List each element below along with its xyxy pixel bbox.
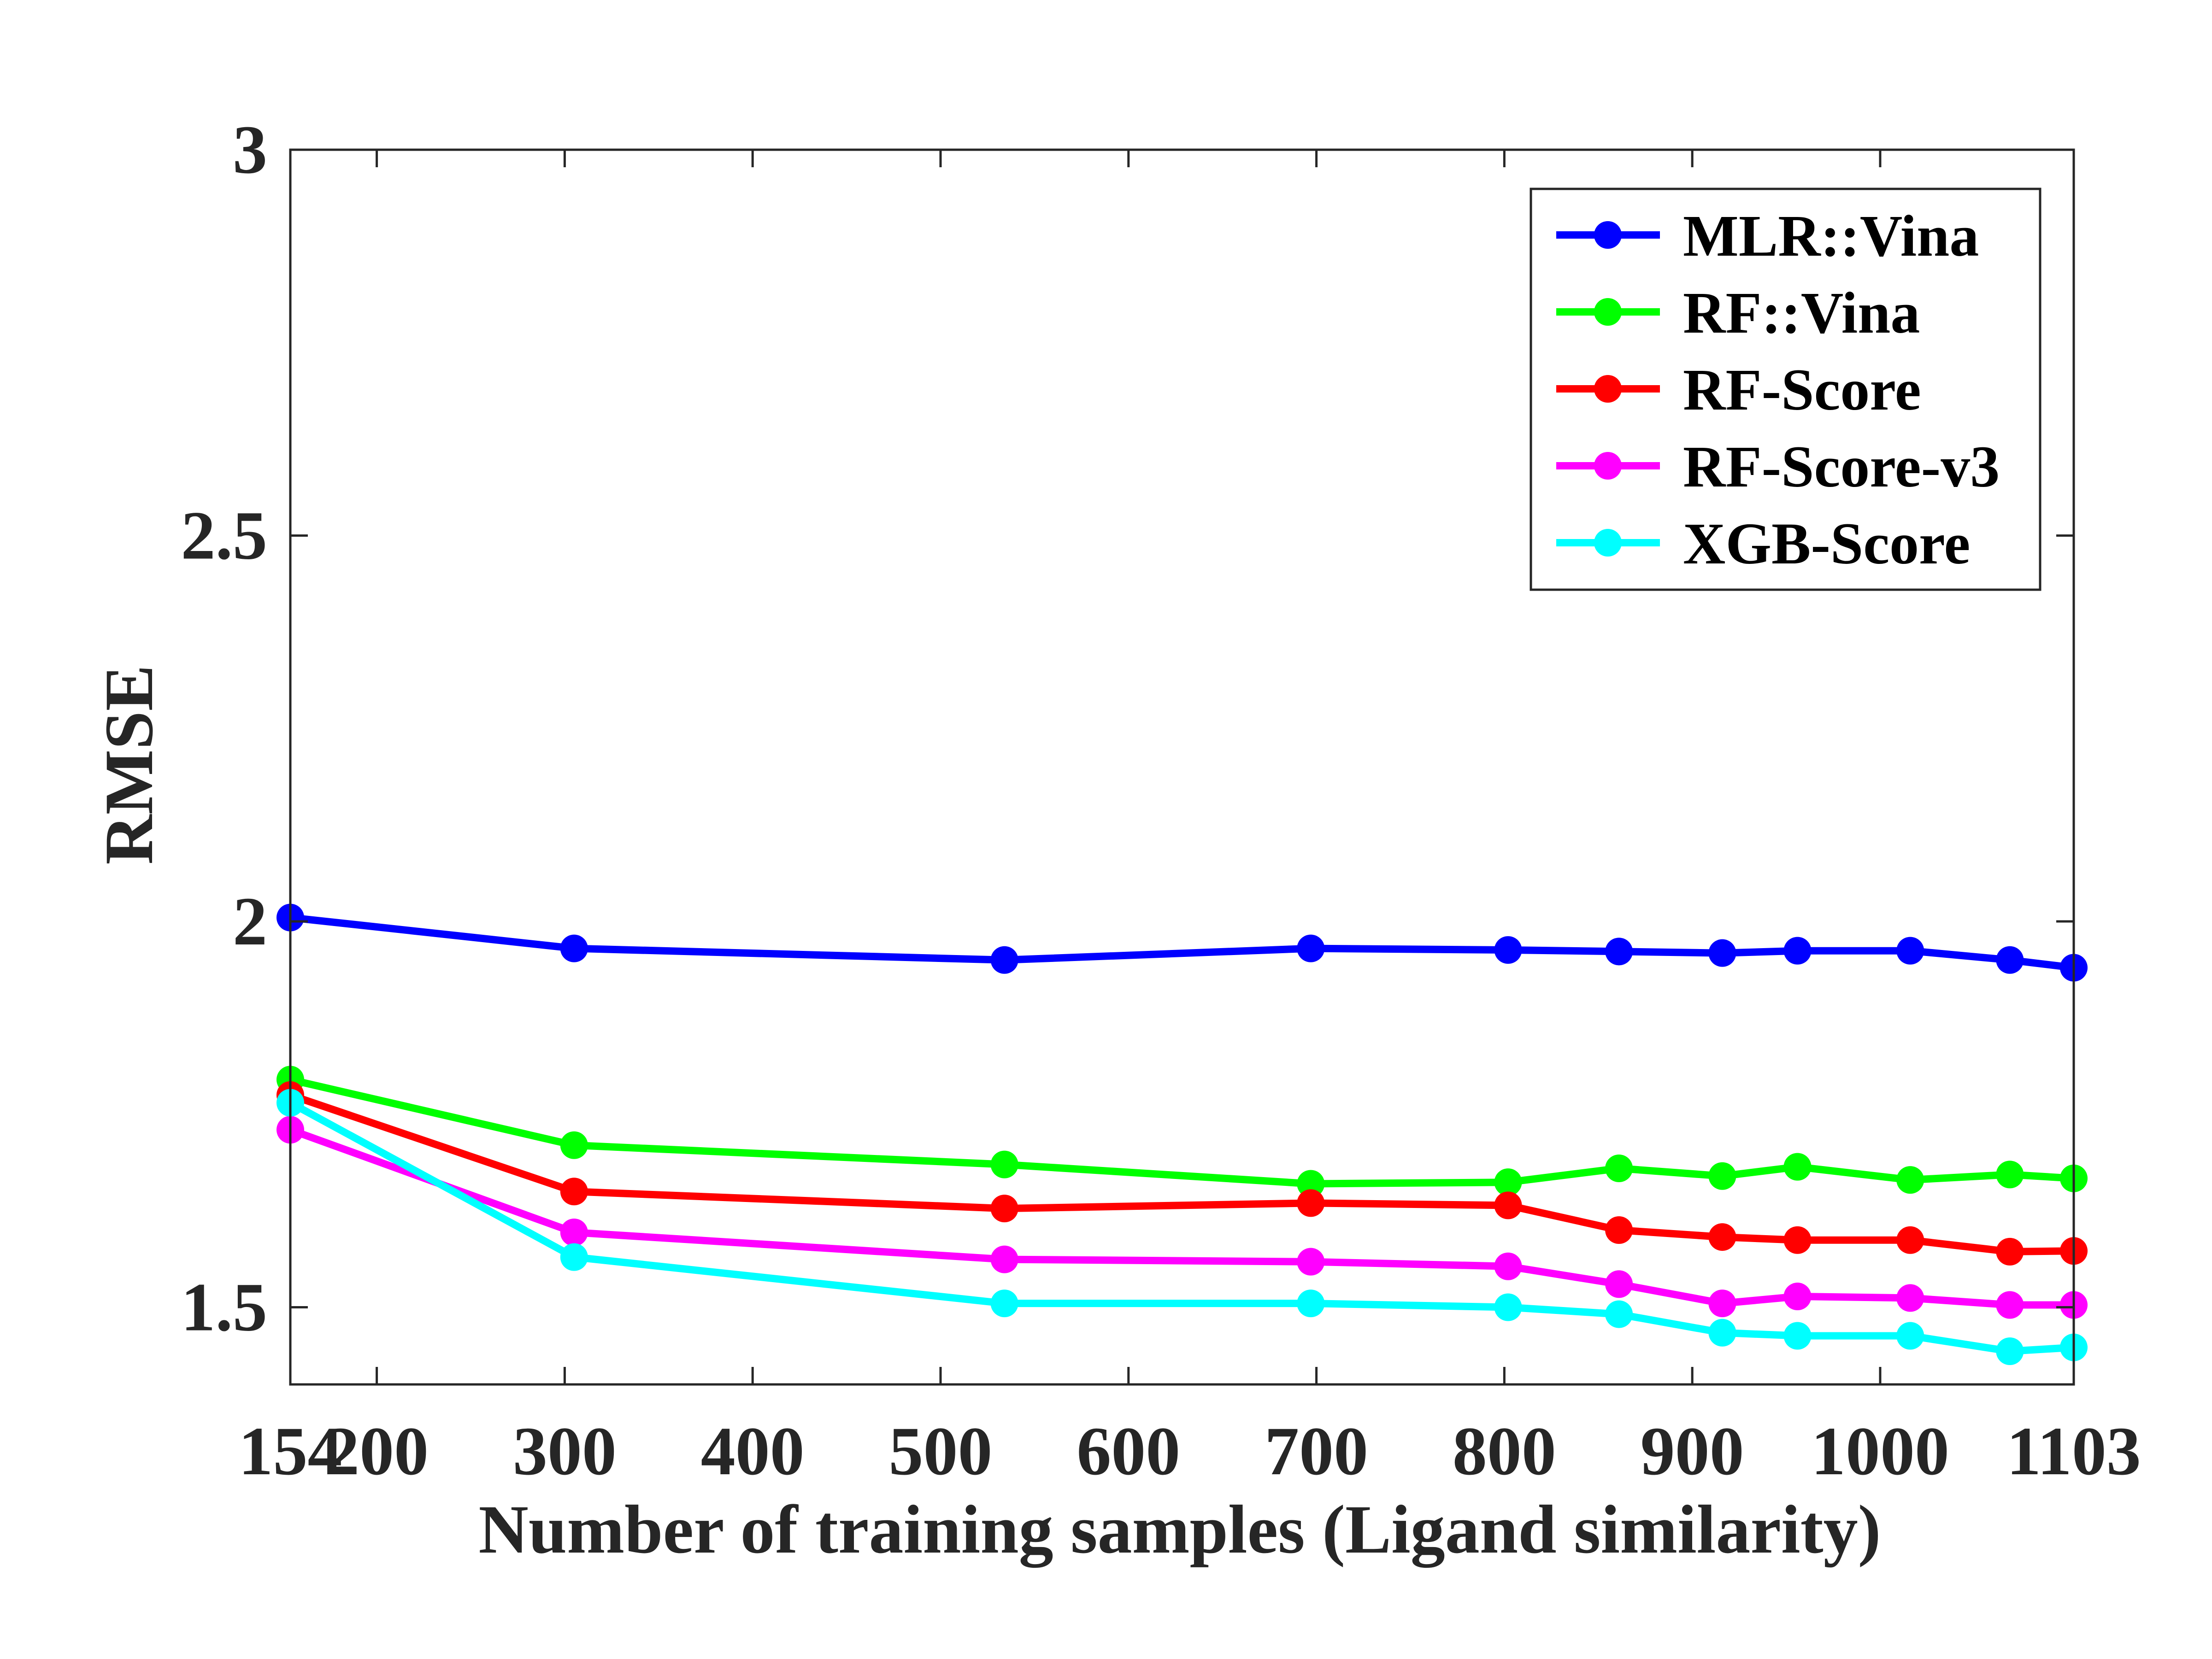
data-point: [1896, 1166, 1924, 1194]
data-point: [1996, 1291, 2024, 1319]
data-point: [1605, 1270, 1633, 1298]
data-point: [1783, 1322, 1812, 1350]
data-point: [1996, 946, 2024, 974]
data-point: [990, 1290, 1018, 1318]
data-point: [1896, 1322, 1924, 1350]
data-point: [1996, 1337, 2024, 1365]
data-point: [1896, 1284, 1924, 1312]
data-point: [990, 1245, 1018, 1273]
data-point: [1896, 1226, 1924, 1254]
legend-item: RF-Score: [1556, 357, 1921, 422]
y-tick-label: 3: [233, 111, 267, 188]
legend-item: RF::Vina: [1556, 280, 1920, 346]
legend-item: XGB-Score: [1556, 511, 1970, 576]
series-MLR::Vina: [276, 903, 2088, 982]
y-tick-label: 1.5: [181, 1269, 268, 1346]
data-point: [560, 934, 588, 962]
y-axis-label: RMSE: [91, 665, 167, 864]
data-point: [1605, 1155, 1633, 1182]
data-point: [1605, 938, 1633, 966]
data-point: [1605, 1216, 1633, 1244]
x-tick-label: 600: [1077, 1413, 1180, 1489]
data-point: [1297, 1248, 1325, 1276]
data-point: [1996, 1237, 2024, 1266]
series-RF-Score-v3: [276, 1116, 2088, 1319]
legend-swatch-marker: [1594, 452, 1622, 480]
series-RF::Vina: [276, 1066, 2088, 1198]
x-tick-label: 1000: [1811, 1413, 1949, 1489]
data-point: [560, 1243, 588, 1271]
data-point: [1708, 1162, 1736, 1190]
data-point: [1783, 937, 1812, 965]
x-tick-label: 400: [701, 1413, 805, 1489]
legend-swatch-marker: [1594, 298, 1622, 326]
data-point: [1708, 1290, 1736, 1318]
legend-swatch-marker: [1594, 375, 1622, 403]
data-point: [1708, 1319, 1736, 1347]
data-point: [990, 1150, 1018, 1178]
data-point: [1297, 1170, 1325, 1198]
data-point: [1783, 1226, 1812, 1254]
series-layer: [276, 903, 2088, 1365]
x-tick-label: 500: [888, 1413, 992, 1489]
data-point: [1708, 939, 1736, 967]
data-point: [990, 946, 1018, 974]
legend: MLR::VinaRF::VinaRF-ScoreRF-Score-v3XGB-…: [1530, 188, 2041, 591]
legend-swatch-marker: [1594, 221, 1622, 249]
data-point: [1297, 934, 1325, 962]
legend-label: MLR::Vina: [1683, 203, 1979, 269]
legend-label: XGB-Score: [1683, 511, 1970, 576]
x-tick-label: 300: [513, 1413, 617, 1489]
legend-item: RF-Score-v3: [1556, 434, 2000, 499]
x-tick-label: 154: [239, 1413, 342, 1489]
legend-swatch-marker: [1594, 529, 1622, 557]
x-axis-label: Number of training samples (Ligand simil…: [478, 1491, 1881, 1568]
series-XGB-Score: [276, 1089, 2088, 1365]
data-point: [1297, 1290, 1325, 1318]
legend-item: MLR::Vina: [1556, 203, 1979, 269]
data-point: [1494, 1168, 1522, 1196]
data-point: [1494, 1293, 1522, 1321]
data-point: [1605, 1300, 1633, 1328]
data-point: [1996, 1161, 2024, 1189]
data-point: [1494, 936, 1522, 964]
axes-box: [289, 148, 2075, 1386]
y-tick-label: 2: [233, 883, 267, 960]
data-point: [1494, 1191, 1522, 1219]
legend-label: RF::Vina: [1683, 280, 1920, 346]
y-tick-label: 2.5: [181, 498, 268, 574]
legend-label: RF-Score-v3: [1683, 434, 2000, 499]
data-point: [560, 1219, 588, 1247]
data-point: [560, 1178, 588, 1206]
data-point: [1896, 937, 1924, 965]
legend-label: RF-Score: [1683, 357, 1921, 422]
x-tick-label: 900: [1641, 1413, 1744, 1489]
data-point: [1708, 1223, 1736, 1251]
data-point: [1297, 1189, 1325, 1217]
data-point: [560, 1131, 588, 1159]
data-point: [1494, 1252, 1522, 1280]
data-point: [1783, 1153, 1812, 1181]
x-tick-label: 700: [1265, 1413, 1368, 1489]
x-tick-label: 1103: [2006, 1413, 2141, 1489]
x-tick-label: 800: [1453, 1413, 1556, 1489]
data-point: [990, 1195, 1018, 1223]
x-tick-label: 200: [325, 1413, 429, 1489]
data-point: [1783, 1283, 1812, 1311]
